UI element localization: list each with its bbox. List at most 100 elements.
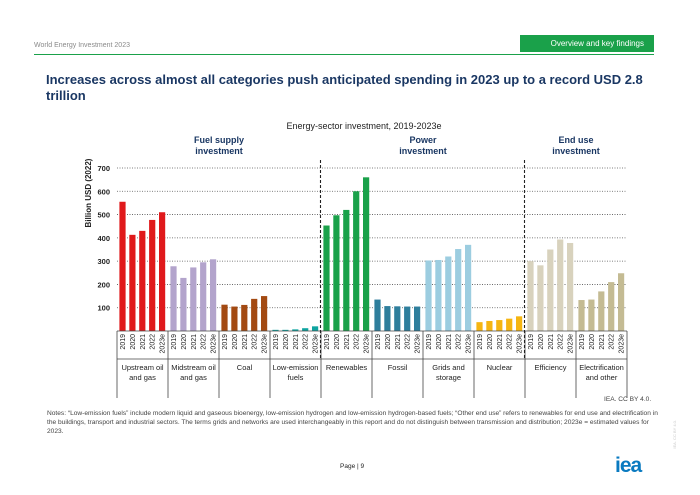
- x-year-label: 2020: [436, 334, 443, 350]
- bar: [384, 306, 391, 331]
- bar: [567, 242, 574, 331]
- iea-logo: iea: [615, 454, 642, 477]
- y-tick-label: 300: [97, 257, 110, 266]
- y-tick-label: 600: [97, 187, 110, 196]
- bar: [363, 177, 370, 331]
- side-mark: IEA. CC BY 4.0.: [672, 420, 677, 449]
- x-year-label: 2022: [354, 334, 361, 350]
- bar: [374, 299, 381, 331]
- bar: [343, 209, 350, 331]
- bar: [557, 239, 564, 331]
- x-year-label: 2023e: [262, 334, 269, 354]
- bar: [618, 273, 625, 331]
- x-year-label: 2019: [273, 334, 280, 350]
- bar: [221, 304, 228, 331]
- y-tick-label: 700: [97, 164, 110, 173]
- x-year-label: 2023e: [619, 334, 626, 354]
- page-title: Increases across almost all categories p…: [46, 72, 643, 103]
- x-year-label: 2022: [405, 334, 412, 350]
- group-heading: investment: [552, 146, 600, 156]
- x-year-label: 2019: [375, 334, 382, 350]
- x-year-label: 2023e: [364, 334, 371, 354]
- bar: [547, 249, 554, 331]
- bar: [251, 298, 258, 331]
- bar: [129, 234, 136, 331]
- x-year-label: 2019: [324, 334, 331, 350]
- bar: [170, 266, 177, 331]
- category-label: and gas: [129, 373, 156, 382]
- x-year-label: 2021: [548, 334, 555, 350]
- bar: [516, 316, 523, 331]
- x-year-label: 2021: [599, 334, 606, 350]
- category-label: Efficiency: [535, 363, 567, 372]
- bar: [404, 306, 411, 331]
- bar: [496, 320, 503, 331]
- x-year-label: 2019: [477, 334, 484, 350]
- category-label: Upstream oil: [121, 363, 163, 372]
- report-name: World Energy Investment 2023: [34, 42, 130, 49]
- section-tab[interactable]: Overview and key findings: [520, 35, 654, 52]
- bar: [425, 260, 432, 331]
- x-year-label: 2020: [232, 334, 239, 350]
- bar: [608, 282, 615, 331]
- category-label: Renewables: [326, 363, 368, 372]
- bar: [435, 259, 442, 331]
- x-year-label: 2022: [252, 334, 259, 350]
- category-label: fuels: [288, 373, 304, 382]
- x-year-label: 2019: [222, 334, 229, 350]
- category-label: Grids and: [432, 363, 465, 372]
- y-tick-label: 400: [97, 234, 110, 243]
- x-year-label: 2023e: [517, 334, 524, 354]
- x-year-label: 2021: [497, 334, 504, 350]
- bar: [445, 256, 452, 331]
- bar: [272, 329, 279, 331]
- group-heading: investment: [195, 146, 243, 156]
- bar: [282, 329, 289, 331]
- x-year-label: 2022: [150, 334, 157, 350]
- x-year-label: 2022: [201, 334, 208, 350]
- bar: [476, 322, 483, 331]
- x-year-label: 2020: [589, 334, 596, 350]
- section-rule: [34, 54, 654, 55]
- x-year-label: 2019: [171, 334, 178, 350]
- x-year-label: 2022: [609, 334, 616, 350]
- group-heading: End use: [558, 135, 593, 145]
- bar: [323, 225, 330, 331]
- category-label: Low-emission: [273, 363, 319, 372]
- group-heading: Fuel supply: [194, 135, 244, 145]
- bar: [506, 318, 513, 331]
- x-year-label: 2019: [120, 334, 127, 350]
- bar: [200, 262, 207, 331]
- credit: IEA. CC BY 4.0.: [604, 396, 652, 403]
- bar: [180, 277, 187, 331]
- x-year-label: 2021: [344, 334, 351, 350]
- x-year-label: 2021: [242, 334, 249, 350]
- x-year-label: 2021: [140, 334, 147, 350]
- page-number: Page | 9: [340, 463, 365, 470]
- bar: [578, 300, 585, 331]
- category-label: and other: [586, 373, 618, 382]
- bar: [598, 291, 605, 331]
- x-year-label: 2020: [538, 334, 545, 350]
- bar: [292, 329, 299, 331]
- x-year-label: 2022: [507, 334, 514, 350]
- x-year-label: 2022: [456, 334, 463, 350]
- x-year-label: 2019: [528, 334, 535, 350]
- category-label: storage: [436, 373, 461, 382]
- x-year-label: 2022: [558, 334, 565, 350]
- bar: [465, 244, 472, 331]
- bar: [190, 267, 197, 331]
- x-year-label: 2023e: [211, 334, 218, 354]
- chart-title: Energy-sector investment, 2019-2023e: [286, 121, 441, 131]
- x-year-label: 2020: [487, 334, 494, 350]
- bar: [302, 328, 309, 331]
- bar: [159, 212, 166, 331]
- x-year-label: 2023e: [313, 334, 320, 354]
- bar: [333, 215, 340, 331]
- category-label: and gas: [180, 373, 207, 382]
- x-year-label: 2020: [181, 334, 188, 350]
- bar: [414, 306, 421, 331]
- group-heading: investment: [399, 146, 447, 156]
- x-year-label: 2021: [191, 334, 198, 350]
